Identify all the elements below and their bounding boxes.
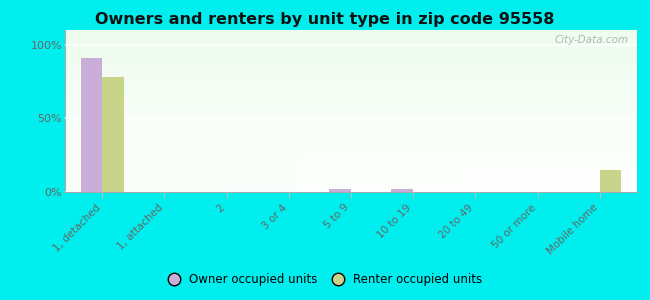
Bar	[600, 170, 621, 192]
Legend: Owner occupied units, Renter occupied units: Owner occupied units, Renter occupied un…	[163, 269, 487, 291]
Text: Owners and renters by unit type in zip code 95558: Owners and renters by unit type in zip c…	[96, 12, 554, 27]
Bar	[391, 189, 413, 192]
Bar	[330, 189, 351, 192]
Text: City-Data.com: City-Data.com	[554, 35, 629, 45]
Bar	[102, 77, 124, 192]
Bar	[81, 58, 102, 192]
